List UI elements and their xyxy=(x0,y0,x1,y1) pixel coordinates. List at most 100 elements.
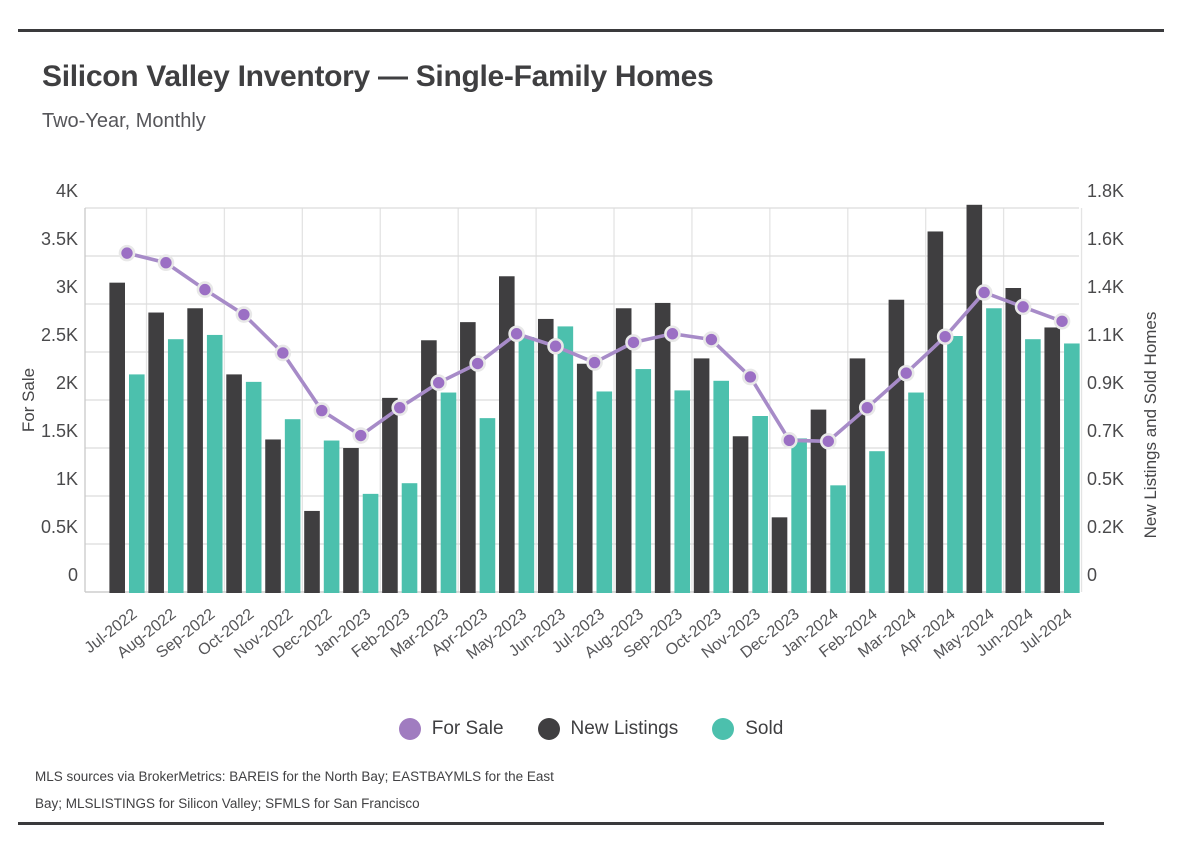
source-note-line2: Bay; MLSLISTINGS for Silicon Valley; SFM… xyxy=(35,796,420,811)
for-sale-point xyxy=(703,331,720,348)
for-sale-point xyxy=(819,432,837,450)
right-axis-tick: 0.7K xyxy=(1087,421,1124,441)
new-listings-bar xyxy=(109,282,125,593)
for-sale-point xyxy=(586,354,603,371)
sold-bar xyxy=(596,391,613,593)
sold-bar xyxy=(947,336,963,593)
inventory-chart: 0 0 0.5K 0.2K 1K 0.5K 1.5K 0.7K 2K 0.9K 2.5K 1.1K 3K… xyxy=(19,181,1160,663)
new-listings-bar xyxy=(810,409,827,593)
source-note: MLS sources via BrokerMetrics: BAREIS fo… xyxy=(35,763,595,817)
for-sale-point xyxy=(157,254,175,272)
sold-bar xyxy=(635,369,652,593)
left-axis-tick: 2K xyxy=(56,373,78,393)
sold-bar xyxy=(245,381,262,593)
for-sale-point xyxy=(625,334,642,351)
bottom-rule xyxy=(18,822,1104,825)
sold-bar xyxy=(206,334,223,593)
sold-bar xyxy=(323,440,340,593)
right-axis-tick: 0.9K xyxy=(1087,373,1124,393)
sold-bar xyxy=(362,493,379,593)
new-listings-bar xyxy=(888,299,905,593)
for-sale-point xyxy=(897,364,915,382)
new-listings-bar xyxy=(148,312,164,593)
new-listings-bar xyxy=(732,436,749,593)
sold-bar xyxy=(167,339,184,593)
right-axis-title: New Listings and Sold Homes xyxy=(1141,312,1160,539)
legend-label: Sold xyxy=(745,718,784,739)
right-axis-tick: 1.1K xyxy=(1087,325,1124,345)
left-axis-tick: 3K xyxy=(56,277,78,297)
sold-bar xyxy=(752,416,768,593)
sold-bar xyxy=(1064,343,1080,593)
new-listings-bar xyxy=(576,363,593,593)
new-listings-bar xyxy=(1044,327,1061,593)
new-listings-bar xyxy=(499,276,515,593)
new-listings-bar xyxy=(382,397,398,593)
for-sale-point xyxy=(742,368,759,386)
legend-item-sold: Sold xyxy=(712,718,783,740)
for-sale-point xyxy=(664,325,681,343)
right-axis-tick: 0.5K xyxy=(1087,469,1124,489)
for-sale-point xyxy=(196,281,214,298)
sold-bar xyxy=(713,380,729,593)
for-sale-point xyxy=(352,427,370,444)
new-listings-bar xyxy=(615,308,632,593)
legend-swatch-icon xyxy=(398,718,421,740)
sold-bar xyxy=(284,419,301,593)
sold-bar xyxy=(830,485,846,593)
legend-label: New Listings xyxy=(570,718,679,739)
right-axis-tick: 0 xyxy=(1087,565,1097,585)
new-listings-bar xyxy=(537,318,554,593)
left-axis-title: For Sale xyxy=(19,368,38,432)
for-sale-point xyxy=(547,337,564,355)
left-axis-tick: 3.5K xyxy=(41,229,78,249)
chart-area: 0 0 0.5K 0.2K 1K 0.5K 1.5K 0.7K 2K 0.9K 2.5K 1.1K 3K… xyxy=(0,140,1182,710)
right-axis-tick: 1.6K xyxy=(1087,229,1124,249)
new-listings-bar xyxy=(304,510,320,593)
for-sale-point xyxy=(235,306,253,323)
new-listings-bar xyxy=(1005,288,1022,593)
sold-bar xyxy=(557,326,574,593)
sold-bar xyxy=(869,451,885,593)
left-axis-tick: 4K xyxy=(56,181,78,201)
new-listings-bar xyxy=(343,448,359,593)
sold-bar xyxy=(401,483,418,593)
legend-item-new-listings: New Listings xyxy=(537,718,679,740)
new-listings-bar xyxy=(460,322,476,593)
right-axis-tick: 1.8K xyxy=(1087,181,1124,201)
legend-swatch-icon xyxy=(712,718,735,740)
legend-swatch-icon xyxy=(537,718,560,740)
top-rule xyxy=(18,29,1164,32)
new-listings-bar xyxy=(771,517,788,593)
new-listings-bar xyxy=(187,308,203,593)
for-sale-point xyxy=(1014,298,1032,316)
sold-bar xyxy=(479,418,496,593)
left-axis-tick: 1.5K xyxy=(41,421,78,441)
for-sale-point xyxy=(975,284,993,301)
for-sale-point xyxy=(430,374,447,392)
page-subtitle: Two-Year, Monthly xyxy=(42,110,206,132)
sold-bar xyxy=(518,337,535,593)
sold-bar xyxy=(129,374,145,593)
left-axis-tick: 0 xyxy=(68,565,78,585)
for-sale-point xyxy=(274,344,292,362)
sold-bar xyxy=(986,308,1002,593)
legend-item-for-sale: For Sale xyxy=(398,718,504,740)
left-axis-tick: 0.5K xyxy=(41,517,78,537)
new-listings-bar xyxy=(421,340,437,593)
sold-bar xyxy=(674,390,691,593)
for-sale-point xyxy=(1053,312,1071,330)
for-sale-point xyxy=(936,328,954,345)
new-listings-bar xyxy=(693,358,710,593)
left-axis-tick: 2.5K xyxy=(41,325,78,345)
sold-bar xyxy=(1025,339,1041,593)
legend: For Sale New Listings Sold xyxy=(0,718,1182,740)
new-listings-bar xyxy=(849,358,866,593)
sold-bar xyxy=(908,392,924,593)
legend-label: For Sale xyxy=(431,718,504,739)
sold-bar xyxy=(440,392,457,593)
for-sale-point xyxy=(469,355,486,372)
for-sale-point xyxy=(118,244,136,262)
right-axis-tick: 1.4K xyxy=(1087,277,1124,297)
for-sale-point xyxy=(508,325,525,343)
